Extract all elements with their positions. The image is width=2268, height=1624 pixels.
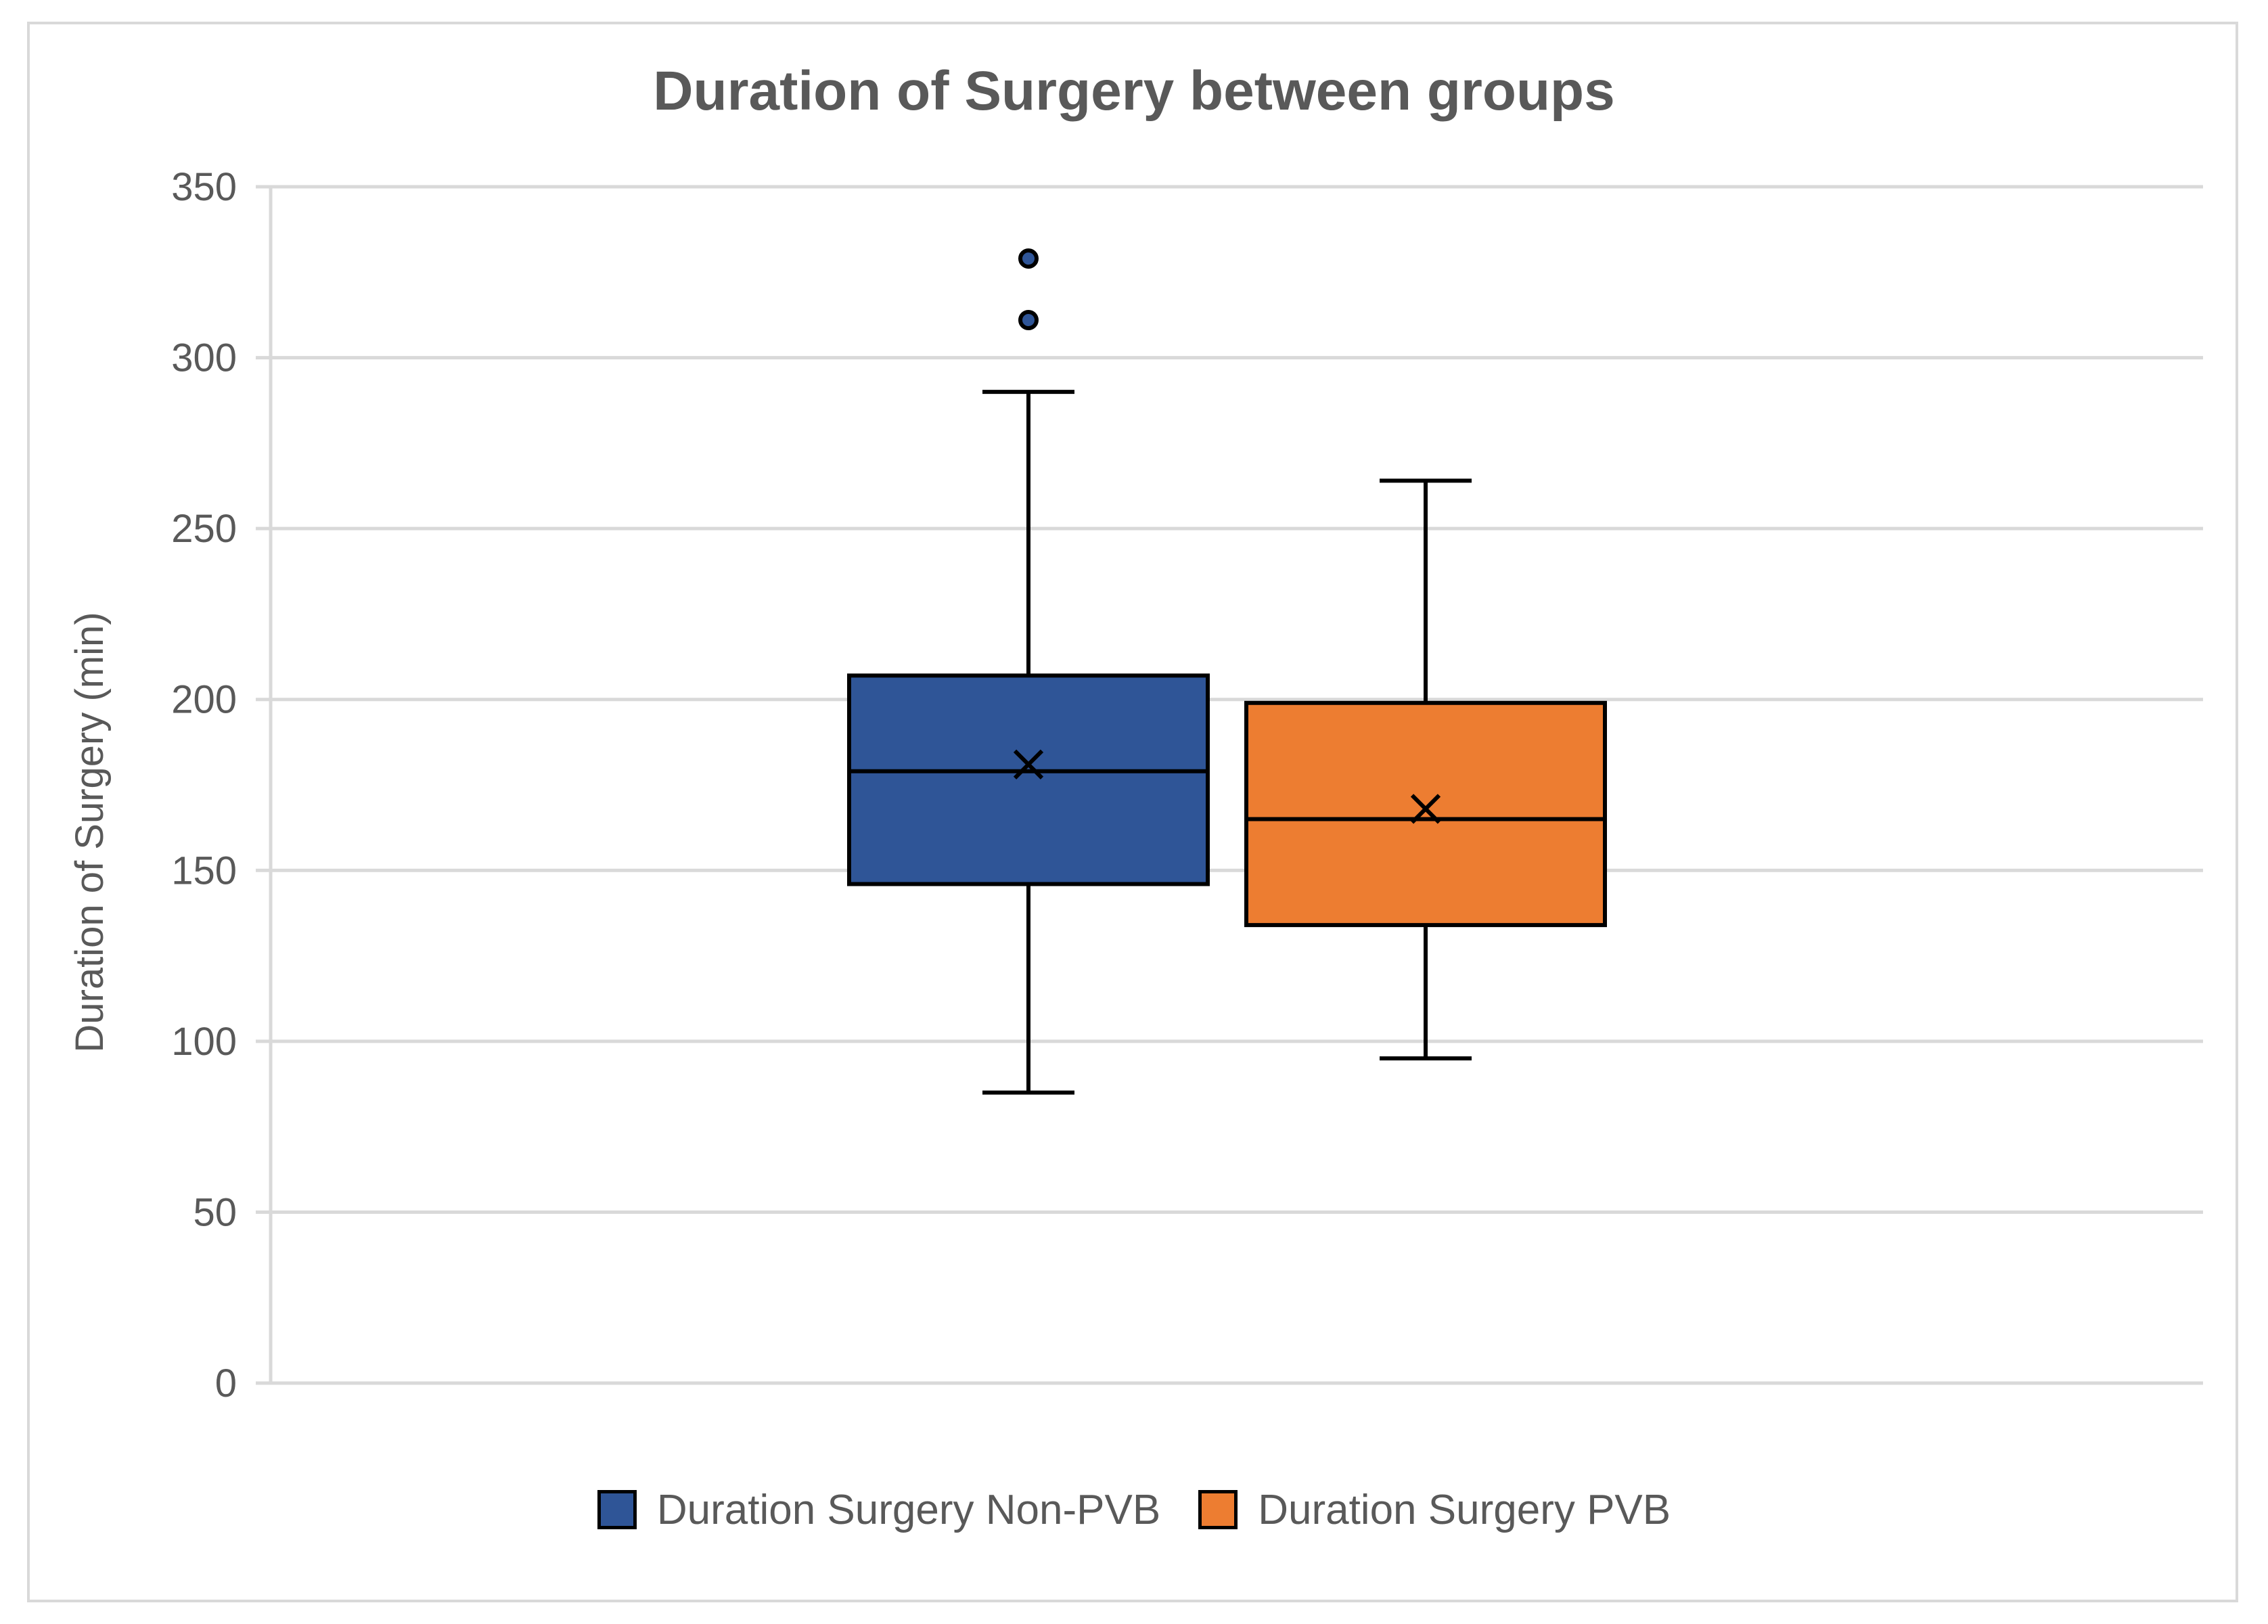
y-tick-label-350: 350: [171, 165, 237, 209]
y-tick-label-150: 150: [171, 849, 237, 893]
iqr-box-pvb: [1244, 700, 1607, 928]
legend-item-non-pvb: Duration Surgery Non-PVB: [597, 1486, 1160, 1534]
legend-swatch-non-pvb: [597, 1490, 637, 1529]
y-tick-label-100: 100: [171, 1020, 237, 1064]
box-non-pvb: [847, 248, 1210, 1095]
iqr-box-non-pvb: [847, 673, 1210, 886]
y-tick-label-200: 200: [171, 678, 237, 722]
y-tick-label-0: 0: [215, 1361, 237, 1405]
outlier-non-pvb-1: [1018, 248, 1039, 269]
outlier-non-pvb-0: [1018, 310, 1039, 331]
legend-label-pvb: Duration Surgery PVB: [1258, 1486, 1671, 1533]
y-tick-label-50: 50: [193, 1190, 237, 1234]
chart-title: Duration of Surgery between groups: [653, 60, 1615, 122]
box-pvb: [1244, 478, 1607, 1061]
legend-swatch-pvb: [1198, 1490, 1238, 1529]
mean-marker-b-pvb: [1410, 794, 1441, 824]
mean-marker-b-non-pvb: [1013, 749, 1044, 780]
y-tick-label-250: 250: [171, 507, 237, 551]
legend: Duration Surgery Non-PVB Duration Surger…: [0, 1479, 2268, 1540]
y-axis-label: Duration of Surgery (min): [68, 612, 112, 1052]
legend-item-pvb: Duration Surgery PVB: [1198, 1486, 1671, 1534]
legend-label-non-pvb: Duration Surgery Non-PVB: [656, 1486, 1161, 1533]
y-tick-label-300: 300: [171, 336, 237, 380]
